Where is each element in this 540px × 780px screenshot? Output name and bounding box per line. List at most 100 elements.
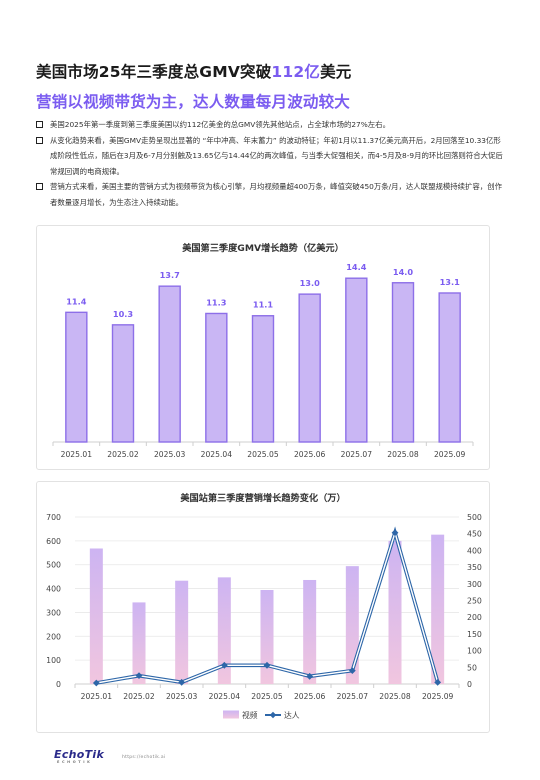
gmv-value-label: 11.4 [66,296,87,306]
page-title: 美国市场25年三季度总GMV突破112亿美元 [36,60,351,82]
gmv-bar [391,282,415,443]
x-tick-label: 2025.09 [434,450,466,459]
logo-text: EchoTik [54,748,105,761]
video-bar [132,602,146,684]
right-tick-label: 400 [467,546,482,555]
marketing-chart-card: 美国站第三季度营销增长趋势变化（万） 0 100 200 300 400 500 600 70… [36,481,490,733]
right-tick-label: 350 [467,563,482,572]
title-prefix: 美国市场25年三季度总GMV突破 [36,63,272,81]
gmv-value-label: 13.7 [160,270,181,280]
gmv-bar [205,312,228,443]
x-tick-label: 2025.05 [247,450,279,459]
video-bar [303,579,317,684]
gmv-value-label: 13.0 [300,278,321,288]
influencer-point [178,678,186,686]
gmv-bar [158,285,181,443]
left-tick-label: 300 [46,608,61,617]
bullet-list: 美国2025年第一季度到第三季度美国以约112亿美金的总GMV领先其他站点，占全… [36,117,506,210]
video-bar [388,540,402,684]
x-tick-label: 2025.06 [294,692,326,701]
influencer-point [220,661,228,669]
x-tick-label: 2025.07 [341,450,373,459]
right-tick-label: 50 [467,663,477,672]
marketing-chart-title: 美国站第三季度营销增长趋势变化（万） [180,493,346,504]
left-tick-label: 700 [46,513,61,522]
right-tick-label: 0 [467,680,472,689]
checkbox-square-icon [36,136,43,144]
video-bar [89,548,103,684]
influencer-point [263,661,271,669]
right-tick-label: 200 [467,613,482,622]
gmv-bar-chart: 11.4 2025.01 10.3 2025.02 13.7 2025.03 11.3 202… [52,262,474,459]
x-tick-label: 2025.09 [422,692,454,701]
left-tick-label: 100 [46,656,61,665]
bullet-text: 美国2025年第一季度到第三季度美国以约112亿美金的总GMV领先其他站点，占全… [50,120,390,129]
title-highlight: 112亿 [271,63,321,81]
right-tick-label: 300 [467,580,482,589]
x-tick-label: 2025.08 [387,450,419,459]
gmv-value-label: 14.0 [393,267,414,277]
x-tick-label: 2025.07 [337,692,369,701]
legend-video-swatch [223,710,239,719]
left-tick-label: 500 [46,561,61,570]
influencer-point [434,678,442,686]
video-bar [431,534,445,684]
logo-subtext: ECHOTIK [57,760,93,764]
x-tick-label: 2025.08 [379,692,411,701]
influencer-point [391,529,399,537]
legend-influencer-label: 达人 [284,710,300,720]
bullet-item: 美国2025年第一季度到第三季度美国以约112亿美金的总GMV领先其他站点，占全… [36,117,506,133]
gmv-bar [438,292,461,443]
x-tick-label: 2025.03 [166,692,198,701]
gmv-value-label: 11.3 [206,297,227,307]
video-bar [217,577,231,684]
x-tick-label: 2025.02 [123,692,155,701]
x-tick-label: 2025.03 [154,450,186,459]
x-tick-label: 2025.04 [201,450,233,459]
legend-influencer-marker [269,711,277,719]
echotik-logo: EchoTik ECHOTIK [54,748,104,764]
left-tick-label: 400 [46,585,61,594]
influencer-point [135,672,143,680]
gmv-bar [298,293,321,443]
checkbox-square-icon [36,121,43,128]
gmv-bar [111,324,135,443]
x-tick-label: 2025.01 [61,450,93,459]
right-tick-label: 250 [467,597,482,606]
x-tick-label: 2025.04 [209,692,241,701]
bullet-text: 营销方式来看，美国主要的营销方式为视频带货为核心引擎，月均视频量超400万条，峰… [50,182,502,207]
legend-video-label: 视频 [242,710,258,720]
x-tick-label: 2025.05 [251,692,283,701]
right-tick-label: 500 [467,513,482,522]
gmv-chart-title: 美国第三季度GMV增长趋势（亿美元） [182,243,344,254]
marketing-combo-chart: 0 100 200 300 400 500 600 700 0 50 100 150 200 250 300… [46,513,482,720]
gmv-bar [345,277,368,443]
gmv-value-label: 10.3 [113,309,134,319]
gmv-value-label: 14.4 [346,262,367,272]
checkbox-square-icon [36,183,43,190]
left-tick-label: 0 [56,680,61,689]
page-subtitle: 营销以视频带货为主，达人数量每月波动较大 [36,93,351,111]
gmv-value-label: 11.1 [253,300,274,310]
influencer-point [92,679,100,687]
bullet-item: 营销方式来看，美国主要的营销方式为视频带货为核心引擎，月均视频量超400万条，峰… [36,179,506,210]
gmv-bar [251,315,275,443]
right-tick-label: 150 [467,630,482,639]
x-tick-label: 2025.06 [294,450,326,459]
video-bar [175,580,189,684]
bullet-text: 从变化趋势来看，美国GMV走势呈现出显著的 “年中冲高、年末蓄力” 的波动特征；… [50,135,503,176]
x-tick-label: 2025.01 [81,692,113,701]
title-suffix: 美元 [320,63,352,81]
gmv-bar [65,311,88,443]
influencer-point [306,672,314,680]
right-tick-label: 450 [467,530,482,539]
bullet-item: 从变化趋势来看，美国GMV走势呈现出显著的 “年中冲高、年末蓄力” 的波动特征；… [36,133,506,180]
gmv-chart-card: 美国第三季度GMV增长趋势（亿美元） 11.4 2025.01 10.3 2025.0… [36,225,490,470]
influencer-point [348,667,356,675]
left-tick-label: 600 [46,537,61,546]
gmv-value-label: 13.1 [440,277,461,287]
x-tick-label: 2025.02 [107,450,139,459]
footer-url: https://echotik.ai [122,755,166,760]
right-tick-label: 100 [467,647,482,656]
left-tick-label: 200 [46,632,61,641]
